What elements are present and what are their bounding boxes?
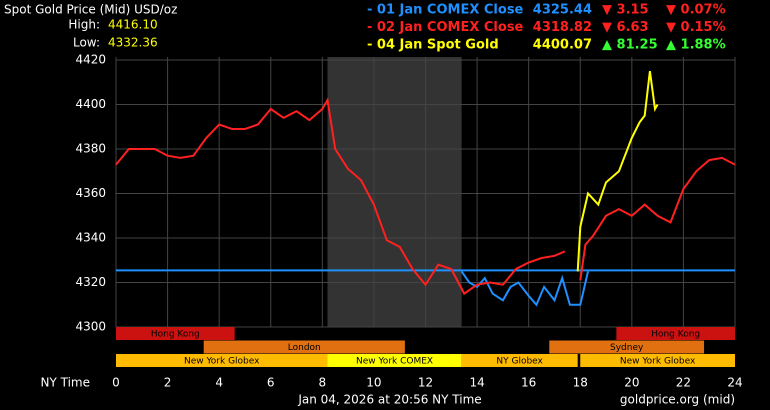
- session-bar: [203, 340, 405, 354]
- legend-name: - 02 Jan COMEX Close: [367, 20, 524, 35]
- session-bar: [327, 354, 462, 367]
- price-line: [460, 270, 589, 307]
- legend-change-pct: ▼ 0.15%: [666, 20, 726, 35]
- legend-change: ▼ 6.63: [602, 20, 649, 35]
- x-tick-label: 4: [215, 376, 223, 390]
- x-tick-label: 18: [573, 376, 588, 390]
- legend-price: 4400.07: [533, 38, 592, 53]
- legend-price: 4318.82: [533, 20, 592, 35]
- session-label: Sydney: [610, 343, 644, 353]
- x-tick-label: 22: [676, 376, 691, 390]
- session-bar: [616, 327, 735, 340]
- timestamp: Jan 04, 2026 at 20:56 NY Time: [297, 393, 481, 407]
- x-tick-label: 10: [366, 376, 381, 390]
- x-tick-label: 14: [469, 376, 484, 390]
- session-label: Hong Kong: [651, 330, 700, 340]
- x-tick-label: 0: [112, 376, 120, 390]
- session-label: New York Globex: [620, 357, 696, 367]
- y-tick-label: 4400: [75, 97, 106, 111]
- session-label: New York Globex: [184, 357, 260, 367]
- x-tick-label: 20: [624, 376, 639, 390]
- y-tick-label: 4300: [75, 320, 106, 334]
- x-tick-label: 8: [319, 376, 327, 390]
- legend-change-pct: ▼ 0.07%: [666, 3, 726, 18]
- high-value: 4416.10: [108, 18, 158, 32]
- session-bar: [116, 354, 328, 367]
- legend-price: 4325.44: [533, 3, 592, 18]
- session-bar: [580, 354, 735, 367]
- legend-change-pct: ▲ 1.88%: [666, 38, 726, 53]
- session-label: London: [288, 343, 321, 353]
- y-tick-label: 4360: [75, 186, 106, 200]
- x-tick-label: 2: [164, 376, 172, 390]
- price-line: [576, 70, 659, 272]
- session-label: NY Globex: [496, 357, 543, 367]
- x-axis-label: NY Time: [41, 376, 91, 390]
- low-value: 4332.36: [108, 36, 158, 50]
- legend-name: - 01 Jan COMEX Close: [367, 3, 524, 18]
- low-label: Low:: [73, 36, 100, 50]
- y-tick-label: 4340: [75, 231, 106, 245]
- x-tick-label: 24: [727, 376, 742, 390]
- legend-change: ▼ 3.15: [602, 3, 649, 18]
- high-label: High:: [68, 18, 100, 32]
- y-tick-label: 4420: [75, 53, 106, 67]
- source: goldprice.org (mid): [620, 393, 735, 407]
- x-tick-label: 12: [418, 376, 433, 390]
- y-tick-label: 4320: [75, 275, 106, 289]
- x-tick-label: 16: [521, 376, 536, 390]
- session-bar: [461, 354, 578, 367]
- price-line: [115, 97, 736, 296]
- session-label: Hong Kong: [151, 330, 200, 340]
- legend-name: - 04 Jan Spot Gold: [367, 38, 499, 53]
- y-tick-label: 4380: [75, 142, 106, 156]
- session-bar: [116, 327, 235, 340]
- chart-title: Spot Gold Price (Mid) USD/oz: [4, 3, 177, 17]
- session-label: New York COMEX: [356, 357, 433, 367]
- closed-period: [327, 57, 462, 327]
- legend-change: ▲ 81.25: [602, 38, 658, 53]
- session-bar: [549, 340, 705, 354]
- x-tick-label: 6: [267, 376, 275, 390]
